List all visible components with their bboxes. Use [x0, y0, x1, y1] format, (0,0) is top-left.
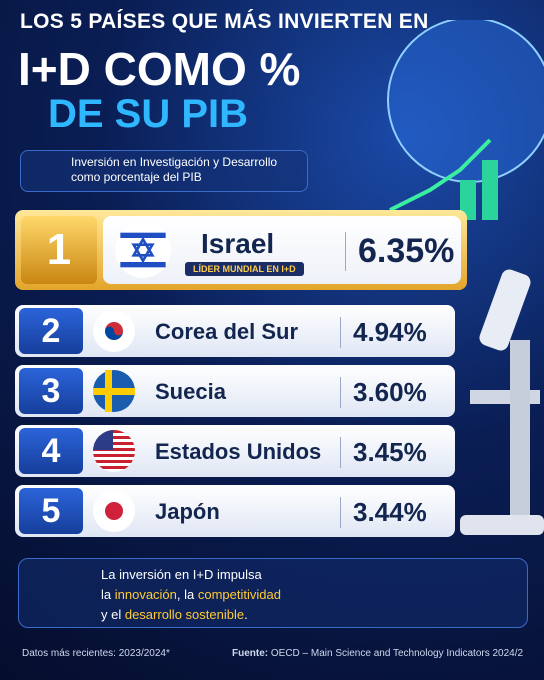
title-accent: DE SU PIB [48, 92, 249, 136]
subtitle-box: Inversión en Investigación y Desarrollo … [20, 150, 308, 192]
percentage: 3.44% [340, 497, 427, 528]
country-name: Suecia [155, 379, 226, 404]
highlight-text: competitividad [197, 587, 281, 602]
microscope-decoration [460, 269, 544, 535]
rank-number: 1 [21, 216, 97, 284]
highlight-text: innovación [114, 587, 177, 602]
message-line: la innovación, la competitividad [101, 585, 527, 605]
ranking-row: 4 Estados Unidos 3.45% [15, 425, 455, 477]
subtitle-line: Inversión en Investigación y Desarrollo [71, 155, 278, 169]
leader-badge: LÍDER MUNDIAL EN I+D [185, 262, 304, 276]
country-name: Israel [201, 228, 275, 259]
percentage: 3.45% [340, 437, 427, 468]
percentage: 6.35% [345, 232, 454, 271]
percentage: 3.60% [340, 377, 427, 408]
source: Fuente: OECD – Main Science and Technolo… [232, 648, 523, 659]
highlight-text: desarrollo sostenible [124, 607, 245, 622]
message-text: La inversión en I+D impulsa [101, 567, 262, 582]
rank-number: 4 [19, 428, 83, 474]
ranking-row: 3 Suecia 3.60% [15, 365, 455, 417]
ranking-row: 1 Israel LÍDER MUNDIAL EN I+D 6.35% [15, 210, 467, 290]
ranking-row: 2 Corea del Sur 4.94% [15, 305, 455, 357]
ranking-row: 5 Japón 3.44% [15, 485, 455, 537]
flag [93, 430, 135, 472]
message-line: La inversión en I+D impulsa [101, 565, 527, 585]
message-box: La inversión en I+D impulsa la innovación… [18, 558, 528, 628]
rank-number: 3 [19, 368, 83, 414]
rank-number: 5 [19, 488, 83, 534]
title-main: I+D COMO % [18, 43, 301, 95]
rank-number: 2 [19, 308, 83, 354]
message-text: y el [101, 607, 125, 622]
flag [93, 490, 135, 532]
country-name: Corea del Sur [155, 319, 299, 344]
percentage: 4.94% [340, 317, 427, 348]
message-text: . [244, 607, 248, 622]
subtitle-line: como porcentaje del PIB [71, 170, 202, 184]
flag [115, 222, 171, 278]
message-text: , la [176, 587, 198, 602]
flag [93, 370, 135, 412]
flag [93, 310, 135, 352]
globe-decoration [387, 20, 544, 220]
source-label: Fuente: [232, 648, 269, 659]
source-text: OECD – Main Science and Technology Indic… [270, 648, 524, 659]
country-name: Estados Unidos [155, 439, 322, 464]
title-line: LOS 5 PAÍSES QUE MÁS INVIERTEN EN [20, 10, 429, 33]
data-note: Datos más recientes: 2023/2024* [22, 648, 170, 659]
country-name: Japón [155, 499, 220, 524]
message-text: la [101, 587, 115, 602]
message-line: y el desarrollo sostenible. [101, 605, 527, 625]
